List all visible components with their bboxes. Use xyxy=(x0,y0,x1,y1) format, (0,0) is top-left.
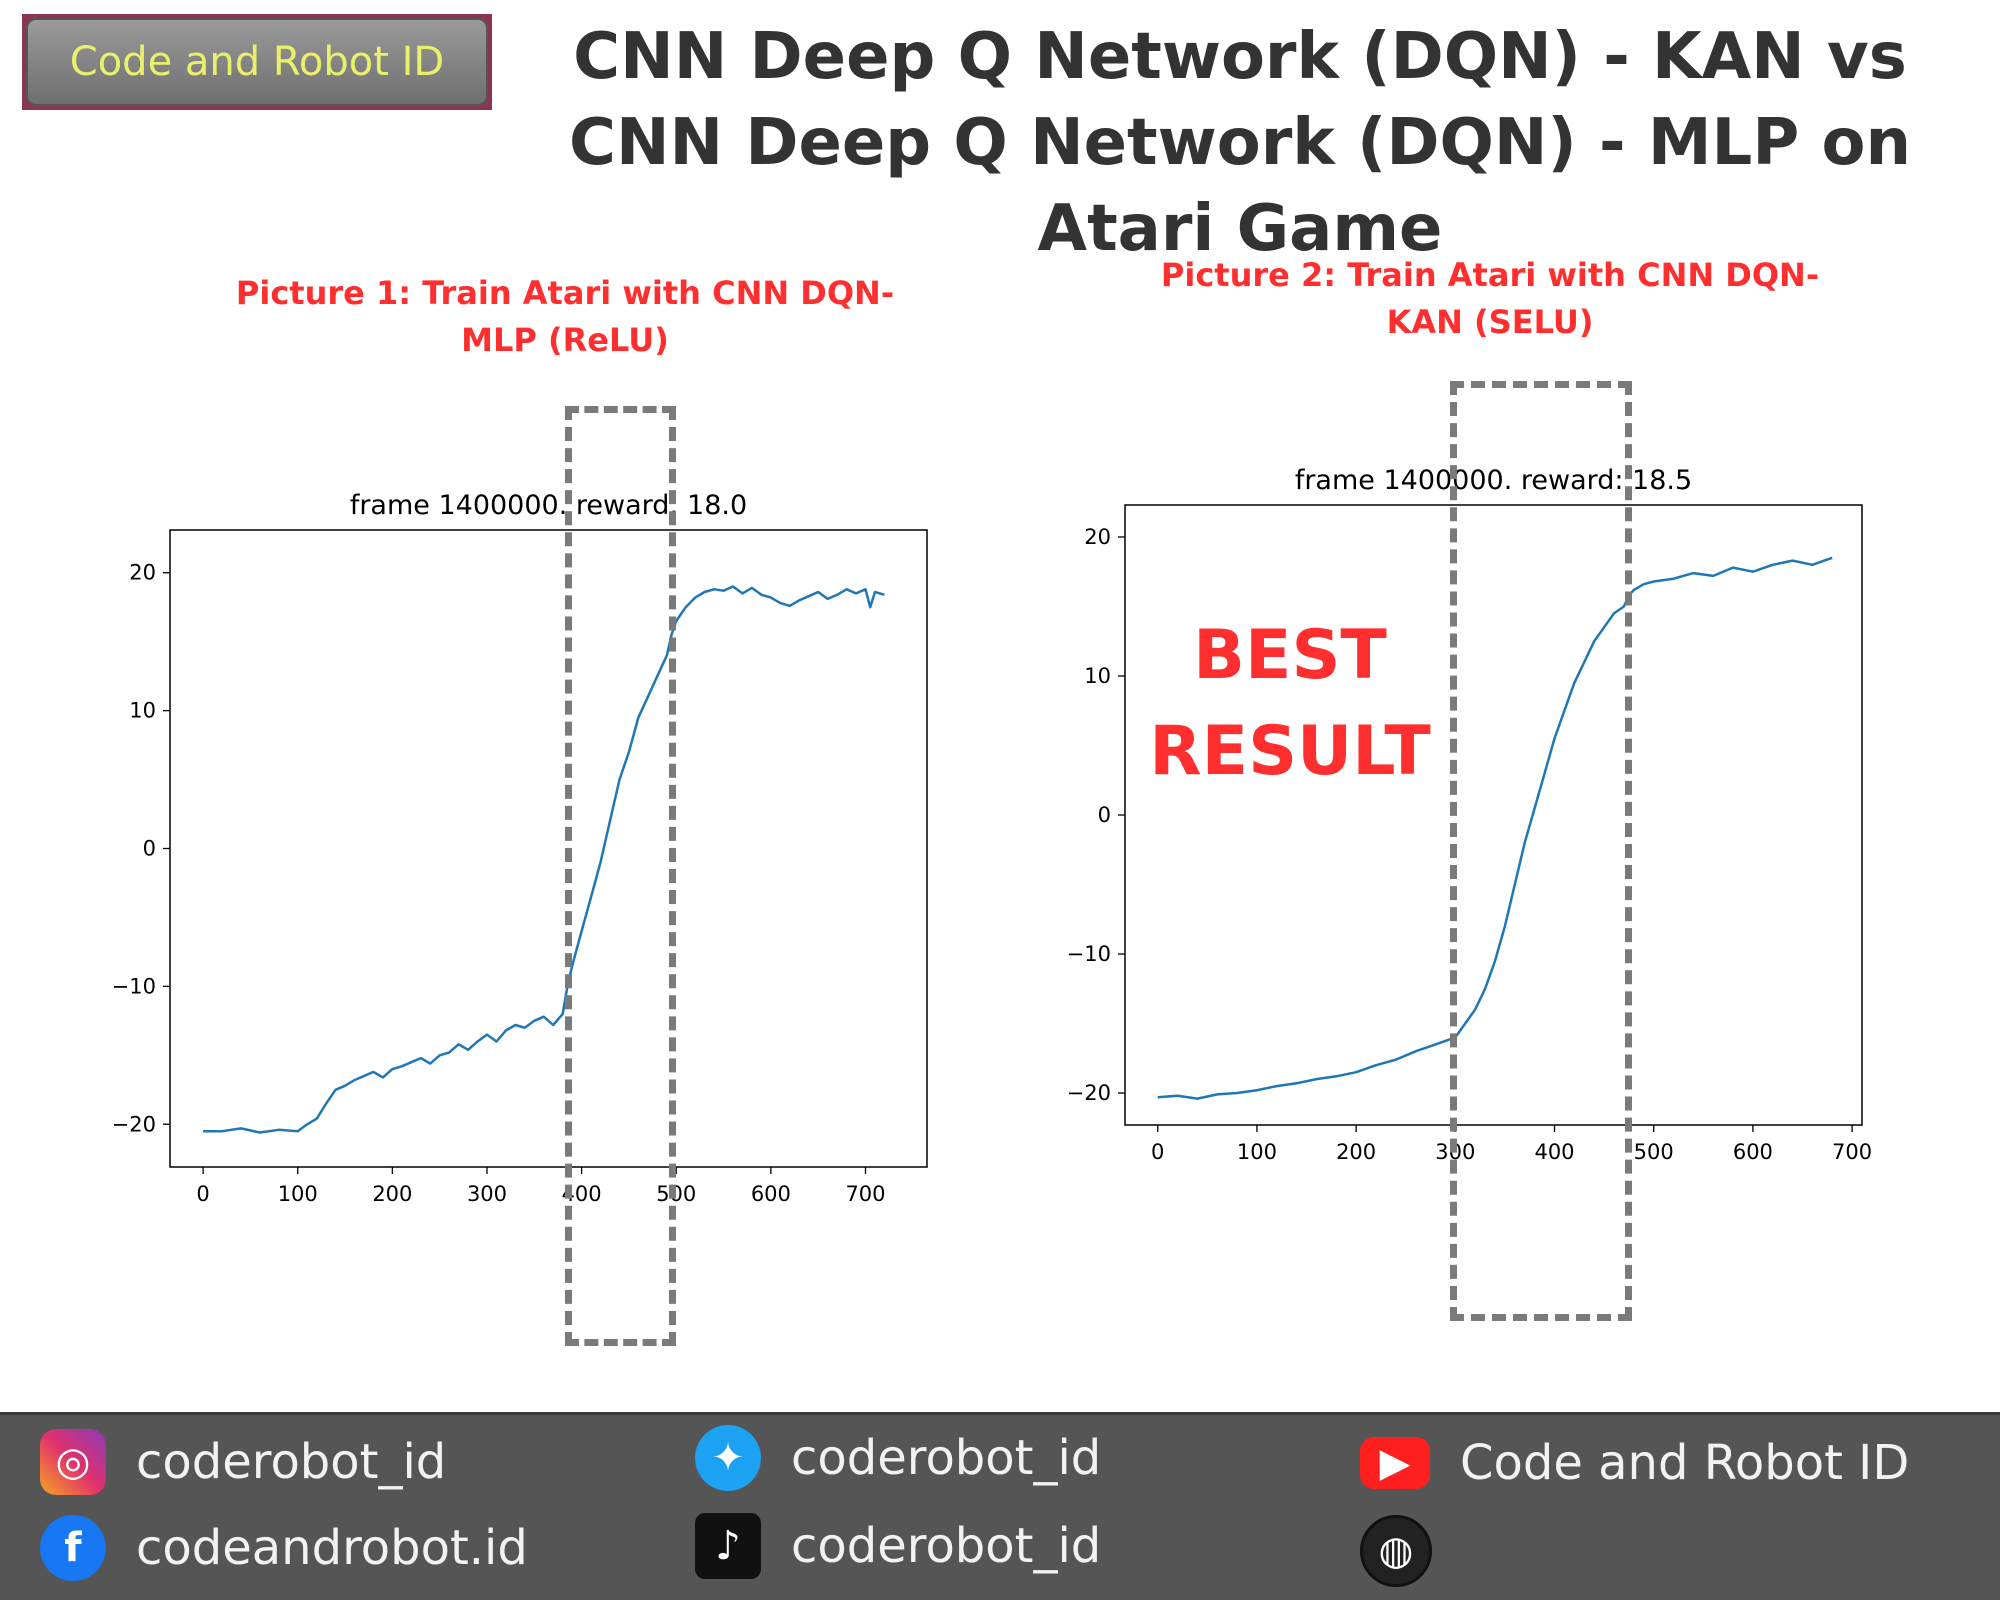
chart-2-xtick-label: 700 xyxy=(1832,1140,1872,1164)
picture-1-caption: Picture 1: Train Atari with CNN DQN-MLP … xyxy=(235,274,895,359)
tiktok-handle: coderobot_id xyxy=(791,1518,1102,1574)
chart-1-ytick-label: 10 xyxy=(129,699,156,723)
chart-2-xtick-label: 100 xyxy=(1237,1140,1277,1164)
chart-1-ytick-label: 0 xyxy=(143,837,156,861)
chart-1-xtick-label: 700 xyxy=(845,1182,885,1206)
chart-2-xtick-label: 600 xyxy=(1733,1140,1773,1164)
chart-2-ytick-label: 20 xyxy=(1084,525,1111,549)
youtube-channel: Code and Robot ID xyxy=(1460,1435,1910,1491)
chart-1-mlp-relu: frame 1400000. reward: 18.00 100 200 300 400… xyxy=(112,490,928,1206)
website-icon: ◍ xyxy=(1360,1515,1432,1587)
social-facebook[interactable]: f codeandrobot.id xyxy=(40,1515,528,1581)
chart-1-ytick-label: 20 xyxy=(129,561,156,585)
chart-1-xtick-label: 500 xyxy=(656,1182,696,1206)
youtube-icon: ▶ xyxy=(1360,1437,1430,1489)
tiktok-icon: ♪ xyxy=(695,1513,761,1579)
chart-2-ytick-label: 10 xyxy=(1084,664,1111,688)
social-tiktok[interactable]: ♪ coderobot_id xyxy=(695,1513,1101,1579)
chart-2-xtick-label: 500 xyxy=(1634,1140,1674,1164)
twitter-icon: ✦ xyxy=(695,1425,761,1491)
chart-2-xtick-label: 0 xyxy=(1151,1140,1164,1164)
chart-2-xtick-label: 200 xyxy=(1336,1140,1376,1164)
brand-badge-label: Code and Robot ID xyxy=(26,18,488,106)
twitter-handle: coderobot_id xyxy=(791,1430,1102,1486)
facebook-handle: codeandrobot.id xyxy=(136,1520,528,1576)
highlight-box-chart-2 xyxy=(1450,381,1632,1321)
chart-1-ytick-label: −20 xyxy=(112,1112,156,1136)
best-result-label: BEST RESULT xyxy=(1149,616,1431,791)
instagram-handle: coderobot_id xyxy=(136,1434,447,1490)
page-title: CNN Deep Q Network (DQN) - KAN vs CNN De… xyxy=(568,20,1912,266)
picture-2-caption: Picture 2: Train Atari with CNN DQN-KAN … xyxy=(1160,256,1820,341)
chart-2-series-line xyxy=(1157,556,1833,1100)
chart-1-ytick-label: −10 xyxy=(112,974,156,998)
brand-badge: Code and Robot ID xyxy=(22,14,492,110)
chart-1-xtick-label: 0 xyxy=(196,1182,209,1206)
chart-2-ytick-label: −10 xyxy=(1067,942,1111,966)
chart-1-title: frame 1400000. reward: 18.0 xyxy=(350,490,747,521)
chart-2-xtick-label: 400 xyxy=(1534,1140,1574,1164)
chart-1-series-line xyxy=(203,585,885,1134)
social-website[interactable]: ◍ xyxy=(1360,1515,1462,1587)
chart-1-frame xyxy=(169,529,928,1168)
chart-1-xtick-label: 100 xyxy=(278,1182,318,1206)
chart-2-ytick-label: −20 xyxy=(1067,1081,1111,1105)
social-instagram[interactable]: ◎ coderobot_id xyxy=(40,1429,446,1495)
social-footer: ◎ coderobot_id f codeandrobot.id ✦ coder… xyxy=(0,1412,2000,1600)
social-twitter[interactable]: ✦ coderobot_id xyxy=(695,1425,1101,1491)
social-youtube[interactable]: ▶ Code and Robot ID xyxy=(1360,1435,1909,1491)
facebook-icon: f xyxy=(40,1515,106,1581)
highlight-box-chart-1 xyxy=(565,406,676,1346)
chart-1-xtick-label: 300 xyxy=(467,1182,507,1206)
chart-1-xtick-label: 200 xyxy=(372,1182,412,1206)
chart-1-xtick-label: 600 xyxy=(751,1182,791,1206)
instagram-icon: ◎ xyxy=(40,1429,106,1495)
chart-2-ytick-label: 0 xyxy=(1098,803,1111,827)
